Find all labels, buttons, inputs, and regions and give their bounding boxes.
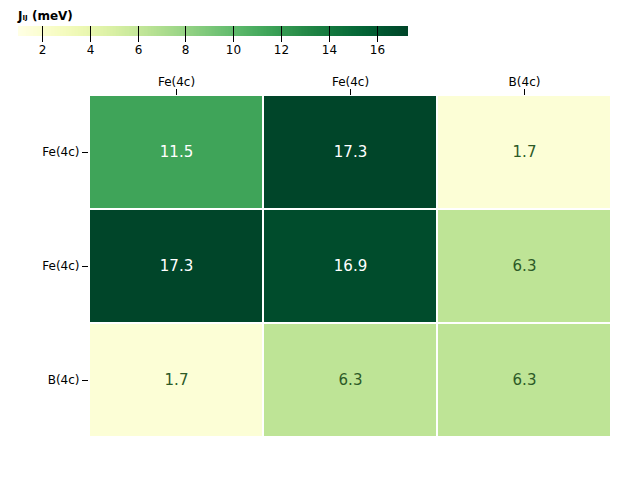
- svg-text:B(4c): B(4c): [48, 373, 80, 387]
- svg-text:11.5: 11.5: [160, 143, 193, 161]
- svg-text:6: 6: [135, 43, 143, 57]
- svg-text:14: 14: [322, 43, 337, 57]
- svg-text:1.7: 1.7: [513, 143, 537, 161]
- svg-text:10: 10: [226, 43, 241, 57]
- svg-text:16: 16: [370, 43, 385, 57]
- svg-text:16.9: 16.9: [334, 257, 367, 275]
- svg-text:12: 12: [274, 43, 289, 57]
- svg-text:B(4c): B(4c): [509, 75, 541, 89]
- svg-text:4: 4: [87, 43, 95, 57]
- svg-text:1.7: 1.7: [165, 371, 189, 389]
- svg-text:8: 8: [182, 43, 190, 57]
- svg-text:Fe(4c): Fe(4c): [42, 259, 79, 273]
- svg-text:17.3: 17.3: [334, 143, 367, 161]
- svg-text:Fe(4c): Fe(4c): [42, 145, 79, 159]
- svg-text:Jᵢⱼ (meV): Jᵢⱼ (meV): [17, 9, 73, 23]
- svg-text:6.3: 6.3: [339, 371, 363, 389]
- svg-text:17.3: 17.3: [160, 257, 193, 275]
- svg-text:6.3: 6.3: [513, 371, 537, 389]
- svg-text:2: 2: [39, 43, 47, 57]
- svg-text:Fe(4c): Fe(4c): [332, 75, 369, 89]
- svg-text:Fe(4c): Fe(4c): [158, 75, 195, 89]
- svg-text:6.3: 6.3: [513, 257, 537, 275]
